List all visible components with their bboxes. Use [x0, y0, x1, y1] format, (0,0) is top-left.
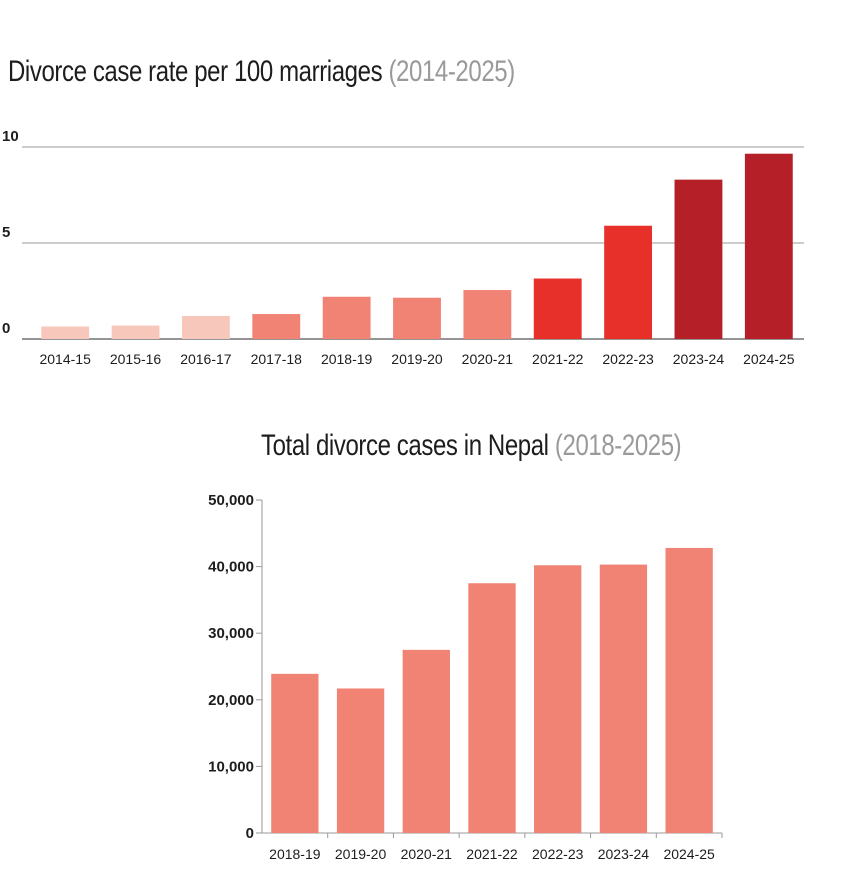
bar-2017-18	[252, 314, 301, 339]
y-tick-label: 30,000	[208, 625, 254, 642]
x-tick-label: 2017-18	[251, 351, 303, 367]
chart-1-subtitle: (2014-2025)	[388, 55, 515, 88]
x-tick-label: 2016-17	[180, 351, 232, 367]
bar-2023-24	[599, 564, 648, 833]
chart-2-title: Total divorce cases in Nepal (2018-2025)	[261, 429, 682, 463]
bar-2023-24	[674, 179, 723, 339]
x-tick-label: 2024-25	[743, 351, 795, 367]
bar-2019-20	[336, 688, 385, 833]
x-tick-label: 2018-19	[269, 846, 321, 862]
y-tick-label: 10,000	[208, 758, 254, 775]
x-tick-label: 2023-24	[598, 846, 650, 862]
bar-2021-22	[468, 583, 516, 833]
bar-2018-19	[322, 296, 371, 339]
y-tick-label: 50,000	[208, 492, 254, 509]
x-tick-label: 2018-19	[321, 351, 373, 367]
y-tick-label: 0	[2, 320, 10, 337]
bar-2022-23	[534, 565, 582, 833]
bar-2019-20	[393, 297, 441, 339]
rate-bar-chart: 0 5 10 2014-15 2015-16 2016-17 2017-18 2018-19 2…	[2, 128, 804, 367]
x-tick-label: 2015-16	[110, 351, 162, 367]
x-tick-label: 2024-25	[663, 846, 715, 862]
x-tick-label: 2021-22	[466, 846, 518, 862]
bar-2024-25	[665, 547, 713, 833]
bar-2021-22	[533, 278, 582, 339]
x-tick-label: 2020-21	[401, 846, 453, 862]
chart-2-subtitle: (2018-2025)	[554, 429, 682, 462]
y-tick-label: 0	[246, 825, 254, 842]
y-tick-label: 40,000	[208, 559, 254, 576]
bar-2018-19	[271, 673, 319, 833]
x-tick-label: 2022-23	[532, 846, 584, 862]
bar-2014-15	[41, 326, 90, 339]
bar-2020-21	[402, 649, 450, 833]
x-tick-label: 2014-15	[39, 351, 91, 367]
y-tick-label: 5	[2, 224, 10, 241]
bar-2020-21	[463, 290, 512, 339]
chart-1-title: Divorce case rate per 100 marriages (201…	[8, 55, 515, 89]
x-tick-label: 2020-21	[462, 351, 514, 367]
chart-2-title-main: Total divorce cases in Nepal	[261, 429, 549, 462]
x-tick-label: 2019-20	[391, 351, 443, 367]
bar-2024-25	[744, 153, 793, 339]
x-tick-label: 2022-23	[602, 351, 654, 367]
y-tick-label: 20,000	[208, 692, 254, 709]
x-tick-label: 2019-20	[335, 846, 387, 862]
y-tick-label: 10	[2, 128, 19, 145]
bar-2015-16	[111, 325, 160, 339]
x-tick-label: 2023-24	[673, 351, 725, 367]
chart-1-title-main: Divorce case rate per 100 marriages	[8, 55, 383, 88]
bar-2022-23	[604, 225, 653, 339]
x-tick-label: 2021-22	[532, 351, 584, 367]
bar-2016-17	[181, 315, 230, 339]
